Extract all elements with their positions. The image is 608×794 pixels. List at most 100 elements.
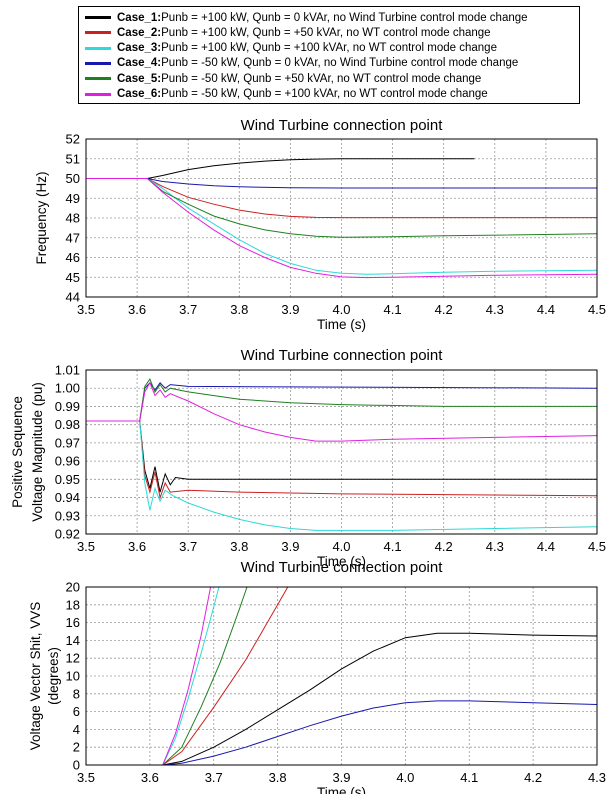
legend-swatch [85, 77, 111, 81]
voltage-magnitude-chart: Wind Turbine connection point 3.5 3.6 3.7 3.… [10, 347, 606, 569]
x-tick-label: 4.4 [537, 302, 555, 317]
legend-case-text: Punb = +100 kW, Qunb = +50 kVAr, no WT c… [161, 26, 491, 39]
series-line-case-1 [86, 158, 475, 179]
legend-case-name: Case_6: [117, 88, 162, 100]
y-tick-label: 14 [66, 633, 80, 648]
legend-case-text: Punb = -50 kW, Qunb = +50 kVAr, no WT co… [161, 72, 482, 85]
y-tick-label: 0 [73, 758, 80, 773]
y-axis-label: (degrees) [46, 647, 61, 705]
y-tick-label: 6 [73, 704, 80, 719]
x-tick-label: 4.1 [384, 539, 402, 554]
series-line-case-2 [86, 178, 597, 219]
chart-title: Wind Turbine connection point [241, 559, 444, 576]
legend-swatch [85, 31, 111, 35]
x-tick-label: 4.5 [588, 539, 606, 554]
plot-frame [85, 586, 598, 766]
legend-swatch [85, 16, 111, 19]
legend-entry: Case_1: Punb = +100 kW, Qunb = 0 kVAr, n… [85, 10, 528, 25]
series-line-case-5 [162, 586, 248, 766]
legend-swatch [85, 46, 111, 50]
y-axis-label: Positive Sequence [10, 396, 25, 508]
y-tick-label: 52 [66, 132, 80, 147]
series-line-case-6 [162, 586, 212, 766]
y-axis-label: Voltage Vector Shit, VVS [28, 602, 43, 751]
chart-title: Wind Turbine connection point [241, 117, 444, 134]
x-tick-label: 3.9 [332, 770, 350, 785]
legend-case-name: Case_3: [117, 42, 162, 55]
series-line-case-5 [86, 378, 597, 422]
x-tick-label: 4.1 [460, 770, 478, 785]
series-line-case-1 [162, 632, 598, 766]
x-tick-label: 3.6 [128, 539, 146, 554]
legend-case-text: Punb = +100 kW, Qunb = 0 kVAr, no Wind T… [161, 11, 528, 24]
series-line-case-6 [86, 178, 598, 279]
y-tick-label: 45 [66, 270, 80, 285]
x-tick-label: 3.5 [77, 770, 95, 785]
y-tick-label: 2 [73, 740, 80, 755]
legend-case-name: Case_5: [117, 72, 162, 85]
x-axis-label: Time (s) [317, 317, 366, 332]
legend-entry: Case_2: Punb = +100 kW, Qunb = +50 kVAr,… [85, 25, 491, 40]
legend-case-text: Punb = -50 kW, Qunb = +100 kVAr, no WT c… [161, 88, 488, 100]
x-tick-label: 3.8 [230, 302, 248, 317]
y-tick-label: 0.94 [55, 490, 80, 505]
x-tick-label: 3.6 [141, 770, 159, 785]
y-tick-label: 0.98 [55, 417, 80, 432]
series-line-case-3 [86, 420, 598, 531]
legend: Case_1: Punb = +100 kW, Qunb = 0 kVAr, n… [78, 6, 580, 104]
y-tick-label: 1.00 [55, 381, 80, 396]
x-axis-label: Time (s) [317, 554, 366, 569]
x-tick-label: 4.3 [588, 770, 606, 785]
y-tick-label: 0.99 [55, 399, 80, 414]
x-tick-label: 3.6 [128, 302, 146, 317]
y-tick-label: 47 [66, 230, 80, 245]
x-axis-label: Time (s) [317, 785, 366, 794]
x-tick-label: 3.5 [77, 302, 95, 317]
x-tick-label: 4.3 [486, 302, 504, 317]
series-line-case-2 [162, 586, 289, 766]
legend-case-text: Punb = -50 kW, Qunb = 0 kVAr, no Wind Tu… [161, 57, 519, 70]
y-axis-label: Voltage Magnitude (pu) [30, 382, 45, 522]
y-tick-label: 0.95 [55, 472, 80, 487]
plot-frame [85, 138, 598, 298]
series-line-case-3 [162, 586, 220, 766]
y-tick-label: 0.93 [55, 508, 80, 523]
x-tick-label: 3.7 [179, 539, 197, 554]
y-tick-label: 20 [66, 580, 80, 595]
y-tick-label: 50 [66, 171, 80, 186]
frequency-chart: Wind Turbine connection point 3.5 3.6 3.7 3.… [34, 117, 606, 332]
x-tick-label: 4.2 [435, 539, 453, 554]
x-tick-label: 4.5 [588, 302, 606, 317]
y-tick-label: 16 [66, 615, 80, 630]
x-tick-label: 4.2 [435, 302, 453, 317]
vvs-chart: 3.5 3.6 3.7 3.8 3.9 4.0 4.1 4.2 4.3 0 2 4 6 8 10 12 14 16… [28, 559, 606, 794]
y-tick-label: 1.01 [55, 363, 80, 378]
y-tick-label: 18 [66, 597, 80, 612]
y-tick-label: 51 [66, 151, 80, 166]
y-tick-label: 49 [66, 191, 80, 206]
x-tick-label: 3.8 [230, 539, 248, 554]
y-tick-label: 8 [73, 686, 80, 701]
x-tick-label: 4.0 [332, 302, 350, 317]
x-tick-label: 3.7 [205, 770, 223, 785]
legend-entry: Case_3: Punb = +100 kW, Qunb = +100 kVAr… [85, 41, 497, 56]
x-tick-label: 4.4 [537, 539, 555, 554]
x-tick-label: 4.1 [384, 302, 402, 317]
y-tick-label: 0.96 [55, 454, 80, 469]
legend-swatch [85, 92, 111, 96]
series-line-case-3 [86, 178, 598, 275]
legend-swatch [85, 61, 111, 65]
chart-title: Wind Turbine connection point [241, 347, 444, 364]
x-tick-label: 4.3 [486, 539, 504, 554]
legend-case-name: Case_4: [117, 57, 162, 70]
y-tick-label: 0.92 [55, 527, 80, 542]
y-tick-label: 12 [66, 651, 80, 666]
legend-entry: Case_4: Punb = -50 kW, Qunb = 0 kVAr, no… [85, 56, 518, 71]
y-tick-label: 4 [73, 722, 80, 737]
y-tick-label: 48 [66, 211, 80, 226]
y-tick-label: 10 [66, 669, 80, 684]
series-line-case-5 [86, 178, 598, 238]
legend-entry: Case_5: Punb = -50 kW, Qunb = +50 kVAr, … [85, 71, 481, 86]
series-line-case-4 [86, 178, 597, 189]
y-tick-label: 46 [66, 250, 80, 265]
